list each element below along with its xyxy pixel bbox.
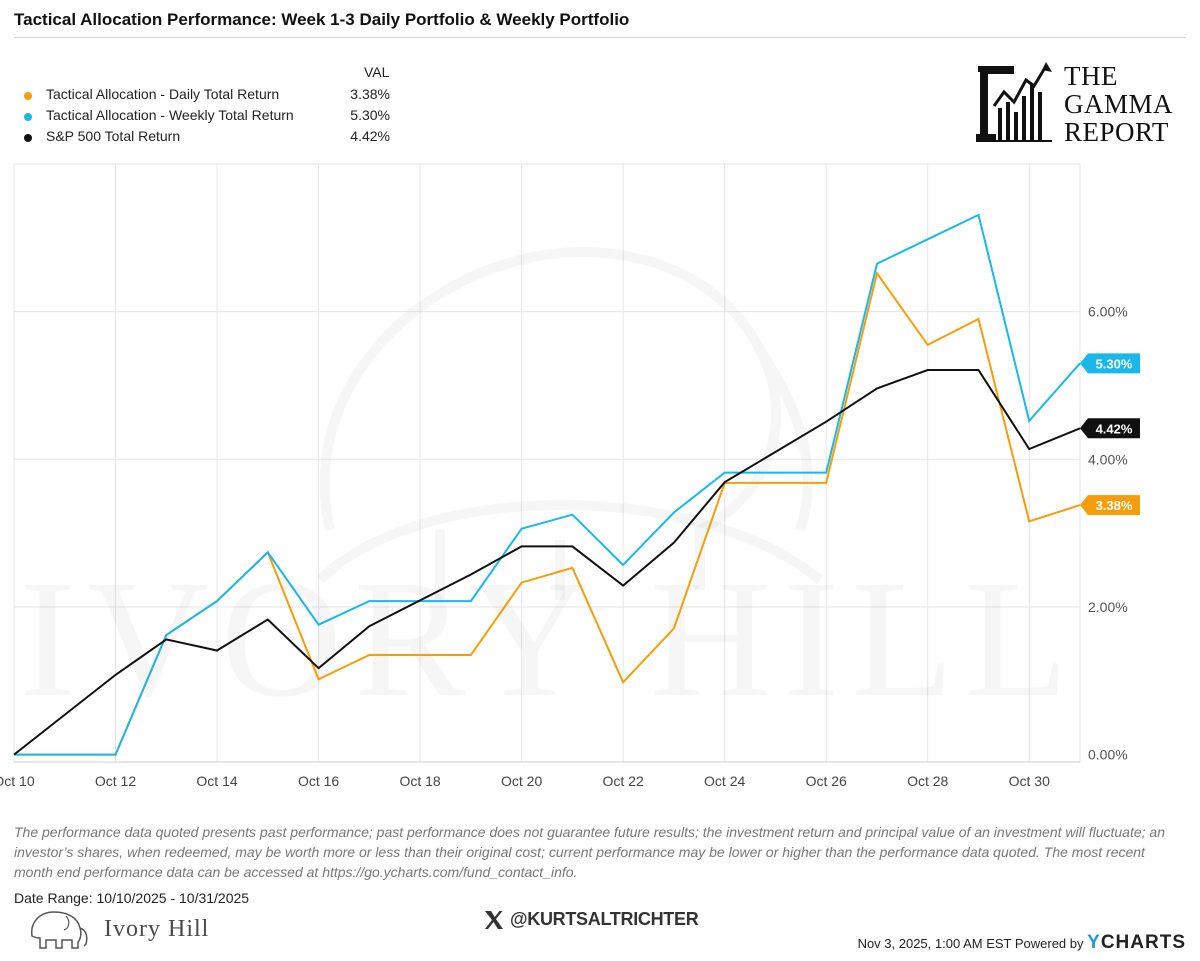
end-label-text: 3.38%	[1096, 498, 1133, 513]
handle-text: @KURTSALTRICHTER	[510, 909, 699, 929]
twitter-handle[interactable]: @KURTSALTRICHTER	[482, 908, 699, 932]
ivory-hill-text: Ivory Hill	[104, 916, 210, 942]
x-tick-label: Oct 24	[704, 773, 745, 789]
end-value-label: 4.42%	[1080, 418, 1140, 439]
series-line	[13, 369, 1081, 756]
ivory-hill-watermark: IVORY HILL	[20, 252, 1081, 732]
x-tick-label: Oct 16	[298, 773, 339, 789]
grid	[13, 163, 1081, 762]
ivory-hill-brand: Ivory Hill	[26, 906, 246, 954]
legend-marker-weekly	[24, 113, 32, 121]
end-label-text: 4.42%	[1096, 421, 1133, 436]
legend-item-sp500[interactable]: S&P 500 Total Return 4.42%	[24, 128, 390, 148]
ycharts-logo-rest: CHARTS	[1100, 932, 1186, 953]
y-axis: 0.00% 2.00% 4.00% 6.00%	[1088, 304, 1128, 763]
x-tick-label: Oct 30	[1009, 773, 1050, 789]
end-value-labels: 3.38% 5.30% 4.42%	[1080, 353, 1140, 516]
x-tick-label: Oct 28	[907, 773, 948, 789]
legend-header: VAL	[364, 64, 390, 80]
end-value-label: 3.38%	[1080, 495, 1140, 516]
legend-value-sp500: 4.42%	[350, 128, 390, 144]
legend-marker-sp500	[24, 134, 32, 142]
legend-item-daily[interactable]: Tactical Allocation - Daily Total Return…	[24, 86, 390, 106]
date-range: Date Range: 10/10/2025 - 10/31/2025	[14, 890, 250, 906]
gamma-logo-icon	[976, 62, 1052, 142]
ycharts-logo[interactable]: YCHARTS	[1087, 932, 1186, 953]
legend-label-weekly: Tactical Allocation - Weekly Total Retur…	[46, 107, 294, 123]
end-label-tag	[1080, 353, 1140, 374]
logo-line-3: REPORT	[1064, 117, 1169, 147]
chart-title: Tactical Allocation Performance: Week 1-…	[14, 10, 630, 29]
legend-item-weekly[interactable]: Tactical Allocation - Weekly Total Retur…	[24, 107, 390, 127]
x-tick-label: Oct 20	[501, 773, 542, 789]
x-tick-label: Oct 10	[0, 773, 35, 789]
x-tick-label: Oct 14	[196, 773, 237, 789]
legend-label-sp500: S&P 500 Total Return	[46, 128, 181, 144]
elephant-icon	[31, 911, 88, 949]
series-line	[14, 213, 1081, 756]
series-lines	[13, 213, 1081, 756]
end-label-tag	[1080, 418, 1140, 439]
performance-disclaimer: The performance data quoted presents pas…	[14, 824, 1165, 880]
title-divider	[14, 37, 1186, 38]
timestamp-text: Nov 3, 2025, 1:00 AM EST Powered by	[857, 936, 1084, 951]
logo-line-2: GAMMA	[1064, 89, 1174, 119]
logo-line-1: THE	[1064, 61, 1118, 91]
y-tick-label: 4.00%	[1088, 451, 1128, 467]
end-value-label: 5.30%	[1080, 353, 1140, 374]
y-tick-label: 2.00%	[1088, 599, 1128, 615]
legend-value-weekly: 5.30%	[350, 107, 390, 123]
legend-value-daily: 3.38%	[350, 86, 390, 102]
legend-label-daily: Tactical Allocation - Daily Total Return	[46, 86, 280, 102]
gamma-report-logo: THE GAMMA REPORT	[974, 62, 1184, 148]
ycharts-logo-y: Y	[1087, 932, 1101, 953]
gamma-logo-text: THE GAMMA REPORT	[1064, 62, 1173, 146]
y-tick-label: 0.00%	[1088, 747, 1128, 763]
x-axis: Oct 10 Oct 12 Oct 14 Oct 16 Oct 18 Oct 20 Oct …	[0, 761, 1080, 789]
end-label-tag	[1080, 495, 1140, 516]
x-logo-icon	[485, 911, 503, 929]
x-tick-label: Oct 22	[603, 773, 644, 789]
timestamp-footer: Nov 3, 2025, 1:00 AM EST Powered by YCHA…	[858, 932, 1186, 954]
y-tick-label: 6.00%	[1088, 304, 1128, 320]
x-tick-label: Oct 18	[399, 773, 440, 789]
end-label-text: 5.30%	[1096, 356, 1133, 371]
x-tick-label: Oct 12	[95, 773, 136, 789]
legend-marker-daily	[24, 92, 32, 100]
x-tick-label: Oct 26	[806, 773, 847, 789]
